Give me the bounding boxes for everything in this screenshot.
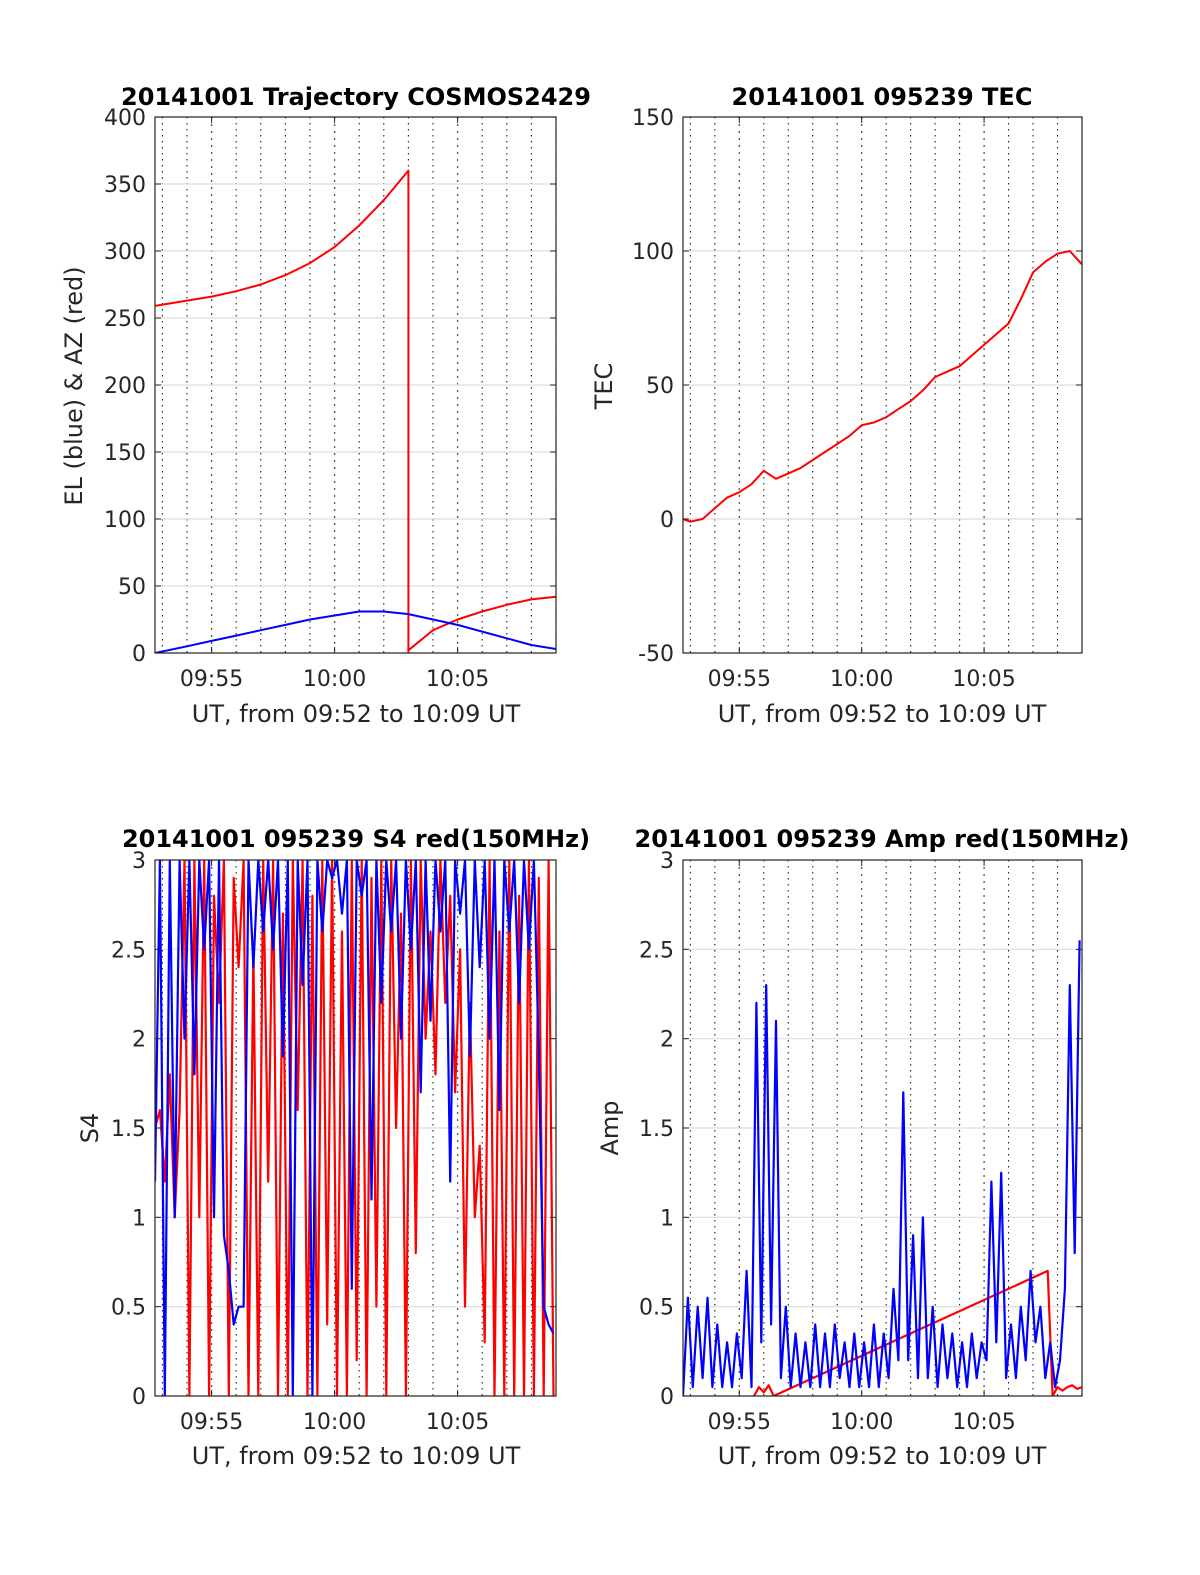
- y-tick-label: 300: [104, 240, 146, 265]
- blue-series-line: [683, 940, 1081, 1396]
- grid-lines: [683, 859, 1083, 1397]
- y-tick-label: 0.5: [639, 1296, 674, 1321]
- x-axis-label: UT, from 09:52 to 10:09 UT: [718, 700, 1047, 728]
- panel-s4: 0 0.5 1 1.5 2 2.5 3 09:55 10:00 10:05 20141001 09…: [76, 825, 590, 1470]
- blue-series-line: [155, 610, 556, 653]
- chart-title: 20141001 Trajectory COSMOS2429: [121, 83, 591, 111]
- tick-labels: 0 0.5 1 1.5 2 2.5 3 09:55 10:00 10:05: [639, 849, 1082, 1435]
- x-tick-label: 09:55: [180, 667, 243, 692]
- y-tick-label: 1.5: [639, 1117, 674, 1142]
- blue-series-line: [155, 860, 555, 1396]
- series-lines: [155, 169, 556, 653]
- y-tick-label: 350: [104, 173, 146, 198]
- x-axis-label: UT, from 09:52 to 10:09 UT: [718, 1442, 1047, 1470]
- y-tick-label: 200: [104, 374, 146, 399]
- tick-labels: 0 0.5 1 1.5 2 2.5 3 09:55 10:00 10:05: [111, 849, 556, 1435]
- y-axis-label: S4: [76, 1113, 104, 1144]
- y-tick-label: 250: [104, 307, 146, 332]
- y-tick-label: 0: [660, 1385, 674, 1410]
- y-tick-label: 1: [132, 1206, 146, 1231]
- x-tick-label: 10:05: [426, 1410, 489, 1435]
- red-series-line: [155, 169, 556, 653]
- panel-tec: -50 0 50 100 150 09:55 10:00 10:05 20141001 095…: [590, 83, 1083, 728]
- y-tick-label: 1: [660, 1206, 674, 1231]
- y-tick-label: 2: [132, 1028, 146, 1053]
- series-lines: [683, 250, 1082, 523]
- x-tick-label: 09:55: [708, 667, 771, 692]
- y-tick-label: 100: [104, 508, 146, 533]
- x-tick-label: 10:00: [303, 1410, 366, 1435]
- x-axis-label: UT, from 09:52 to 10:09 UT: [192, 1442, 521, 1470]
- chart-title: 20141001 095239 S4 red(150MHz): [122, 825, 590, 853]
- y-tick-label: 150: [632, 106, 674, 131]
- x-tick-label: 09:55: [708, 1410, 771, 1435]
- x-axis-label: UT, from 09:52 to 10:09 UT: [192, 700, 521, 728]
- y-tick-label: 100: [632, 240, 674, 265]
- y-tick-label: 50: [646, 374, 674, 399]
- y-axis-label: TEC: [590, 363, 618, 411]
- y-tick-label: 3: [132, 849, 146, 874]
- series-lines: [155, 860, 555, 1396]
- x-tick-label: 09:55: [180, 1410, 243, 1435]
- red-series-line: [683, 250, 1082, 523]
- x-tick-label: 10:00: [830, 667, 893, 692]
- x-tick-label: 10:05: [952, 667, 1015, 692]
- y-tick-label: 1.5: [111, 1117, 146, 1142]
- chart-title: 20141001 095239 TEC: [732, 83, 1033, 111]
- y-tick-label: 150: [104, 441, 146, 466]
- tick-labels: -50 0 50 100 150 09:55 10:00 10:05: [632, 106, 1082, 692]
- x-tick-label: 10:00: [830, 1410, 893, 1435]
- chart-title: 20141001 095239 Amp red(150MHz): [635, 825, 1130, 853]
- y-tick-label: 2.5: [111, 938, 146, 963]
- series-lines: [683, 940, 1082, 1396]
- red-series-line: [753, 1269, 1082, 1396]
- x-tick-label: 10:00: [303, 667, 366, 692]
- y-tick-label: 0: [660, 508, 674, 533]
- y-axis-label: EL (blue) & AZ (red): [60, 266, 88, 505]
- y-tick-label: 2: [660, 1028, 674, 1053]
- y-tick-label: 2.5: [639, 938, 674, 963]
- y-tick-label: -50: [638, 642, 674, 667]
- y-tick-label: 3: [660, 849, 674, 874]
- y-tick-label: 400: [104, 106, 146, 131]
- y-tick-label: 0: [132, 1385, 146, 1410]
- x-tick-label: 10:05: [952, 1410, 1015, 1435]
- y-axis-label: Amp: [596, 1100, 624, 1155]
- y-tick-label: 50: [118, 575, 146, 600]
- y-tick-label: 0: [132, 642, 146, 667]
- x-tick-label: 10:05: [426, 667, 489, 692]
- panel-amp: 0 0.5 1 1.5 2 2.5 3 09:55 10:00 10:05 20141001 09…: [596, 825, 1129, 1470]
- y-tick-label: 0.5: [111, 1296, 146, 1321]
- tick-labels: 0 50 100 150 200 250 300 350 400 09:55 10:00 10:05: [104, 106, 556, 692]
